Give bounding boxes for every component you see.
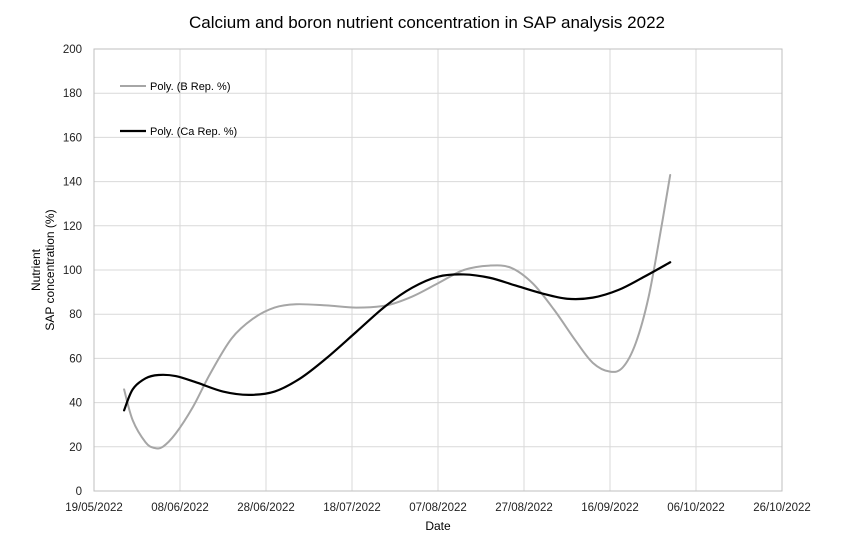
x-axis-title: Date <box>425 519 451 533</box>
plot-area-frame <box>93 48 783 492</box>
chart-title: Calcium and boron nutrient concentration… <box>189 13 665 32</box>
legend: Poly. (B Rep. %) Poly. (Ca Rep. %) <box>120 81 237 138</box>
y-tick-label: 180 <box>63 88 82 100</box>
y-axis-title-line1: Nutrient <box>29 248 43 291</box>
grid <box>93 48 783 492</box>
y-tick-label: 60 <box>69 353 82 365</box>
x-tick-label: 19/05/2022 <box>65 502 123 514</box>
x-axis-tick-labels: 19/05/2022 08/06/2022 28/06/2022 18/07/2022… <box>65 502 811 514</box>
x-tick-label: 08/06/2022 <box>151 502 209 514</box>
y-tick-label: 40 <box>69 398 82 410</box>
x-tick-label: 06/10/2022 <box>667 502 725 514</box>
y-tick-label: 80 <box>69 309 82 321</box>
x-tick-label: 16/09/2022 <box>581 502 639 514</box>
series-line-b-rep <box>123 173 672 450</box>
series-line-ca-rep <box>123 261 672 412</box>
x-tick-label: 18/07/2022 <box>323 502 381 514</box>
legend-label: Poly. (B Rep. %) <box>150 81 231 93</box>
x-tick-label: 27/08/2022 <box>495 502 553 514</box>
x-tick-label: 26/10/2022 <box>753 502 811 514</box>
y-tick-label: 200 <box>63 44 82 56</box>
y-tick-label: 0 <box>76 486 82 498</box>
x-tick-label: 07/08/2022 <box>409 502 467 514</box>
y-tick-label: 120 <box>63 221 82 233</box>
y-tick-label: 160 <box>63 132 82 144</box>
y-axis-title: Nutrient SAP concentration (%) <box>29 209 57 330</box>
y-tick-label: 140 <box>63 177 82 189</box>
y-tick-label: 20 <box>69 442 82 454</box>
y-axis-tick-labels: 0 20 40 60 80 100 120 140 160 180 200 <box>63 44 82 498</box>
y-tick-label: 100 <box>63 265 82 277</box>
legend-label: Poly. (Ca Rep. %) <box>150 126 237 138</box>
x-tick-label: 28/06/2022 <box>237 502 295 514</box>
y-axis-title-line2: SAP concentration (%) <box>43 209 57 330</box>
series-layer <box>123 173 672 450</box>
